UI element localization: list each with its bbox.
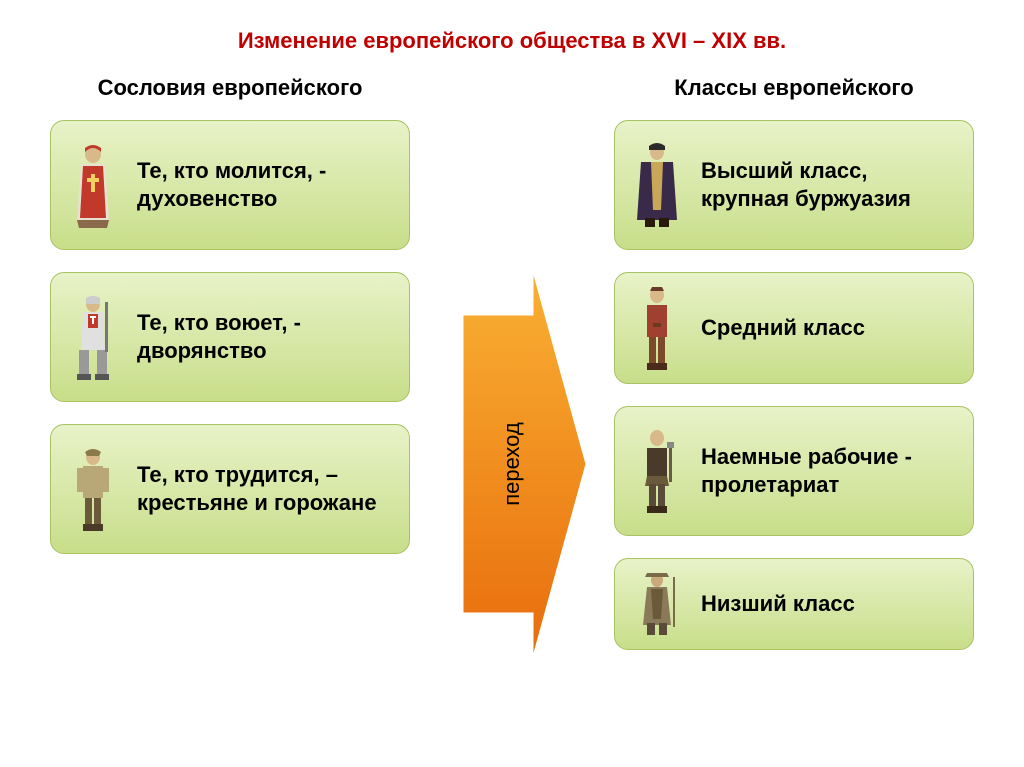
class-card-workers: Наемные рабочие - пролетариат [614,406,974,536]
arrow-label: переход [499,422,525,505]
card-text: Те, кто трудится, – крестьяне и горожане [137,461,389,516]
card-text: Высший класс, крупная буржуазия [701,157,953,212]
middle-icon [627,283,687,373]
worker-icon [627,426,687,516]
right-heading: Классы европейского [614,74,974,102]
card-text: Те, кто воюет, - дворянство [137,309,389,364]
class-card-middle: Средний класс [614,272,974,384]
page-title: Изменение европейского общества в XVI – … [0,0,1024,54]
estate-card-clergy: Те, кто молится, - духовенство [50,120,410,250]
transition-arrow: переход [432,254,592,674]
right-column: Классы европейского Высший класс, крупна… [614,74,974,672]
knight-icon [63,292,123,382]
class-card-upper: Высший класс, крупная буржуазия [614,120,974,250]
poor-icon [627,569,687,639]
estate-card-nobility: Те, кто воюет, - дворянство [50,272,410,402]
card-text: Низший класс [701,590,855,618]
class-card-lower: Низший класс [614,558,974,650]
clergy-icon [63,140,123,230]
left-heading: Сословия европейского [50,74,410,102]
card-text: Наемные рабочие - пролетариат [701,443,953,498]
left-column: Сословия европейского Те, кто молится, -… [50,74,410,672]
peasant-icon [63,444,123,534]
estate-card-peasants: Те, кто трудится, – крестьяне и горожане [50,424,410,554]
card-text: Средний класс [701,314,865,342]
rich-icon [627,140,687,230]
card-text: Те, кто молится, - духовенство [137,157,389,212]
diagram-columns: Сословия европейского Те, кто молится, -… [0,54,1024,672]
